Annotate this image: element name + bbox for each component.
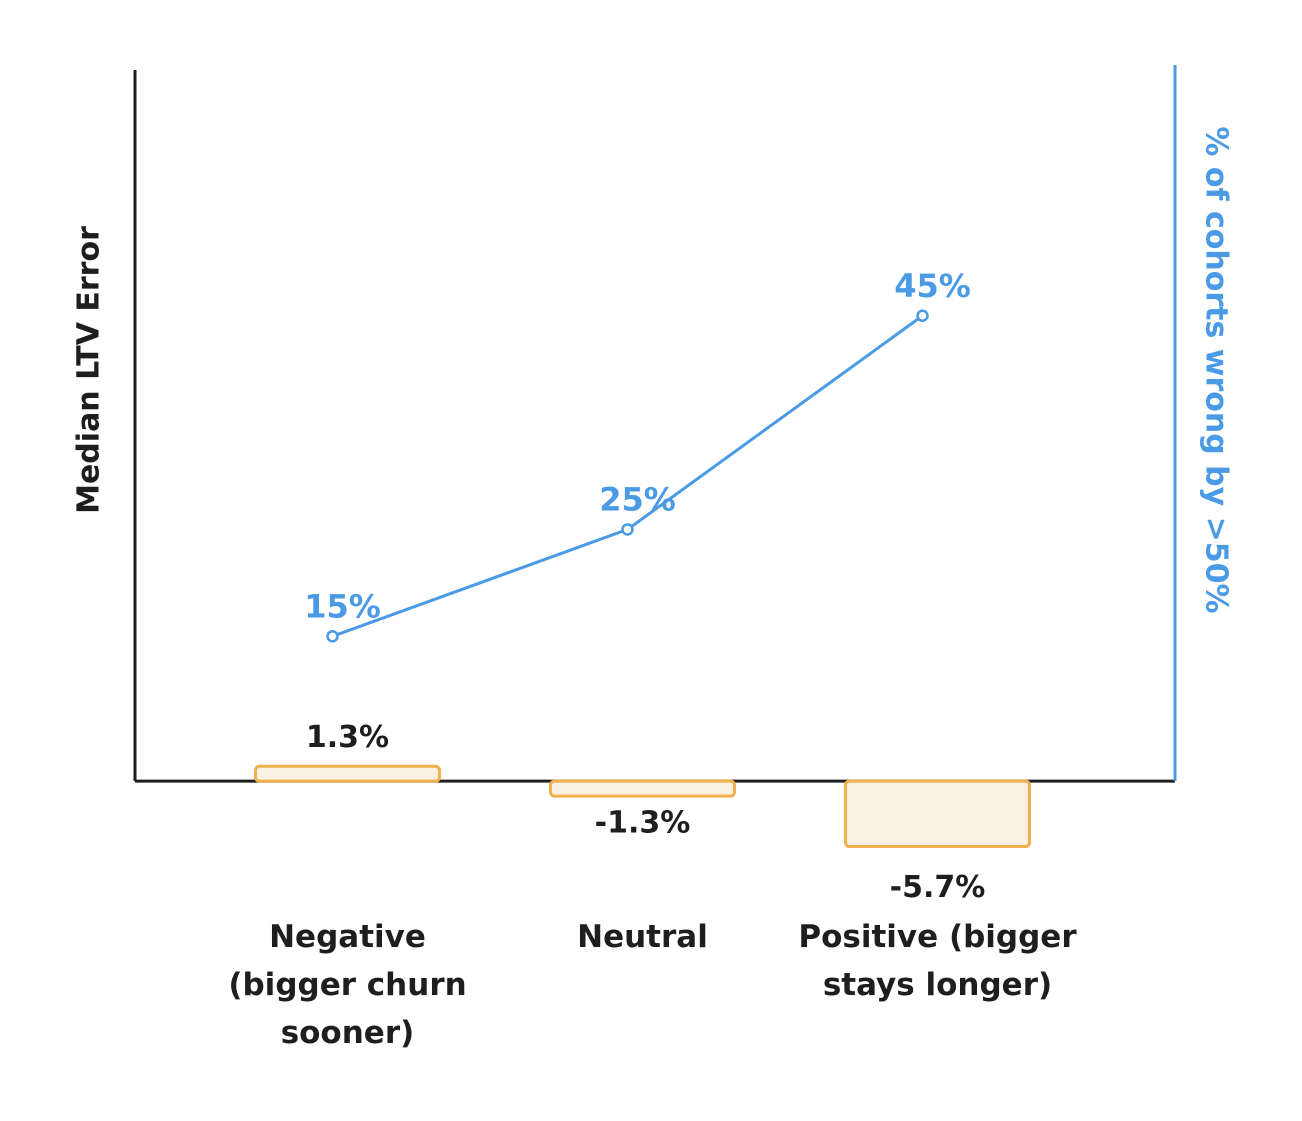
y-axis-label: Median LTV Error [72,226,107,514]
bar [549,779,736,798]
line-value-label: 15% [304,587,381,625]
line [331,314,924,638]
bar [254,764,441,783]
x-tick-label: Neutral [577,919,708,955]
line-value-label: 25% [599,480,676,518]
line-point [326,630,339,643]
line-value-label: 45% [894,267,971,305]
line-point [916,309,929,323]
bar-value-label: 1.3% [306,720,389,755]
line-point [621,523,634,536]
x-tick-label: Negative (bigger churn sooner) [228,919,466,1051]
bar-value-label: -1.3% [595,806,691,841]
y2-axis-label: % of cohorts wrong by >50% [1199,126,1234,613]
bar-value-label: -5.7% [890,870,986,905]
x-tick-label: Positive (bigger stays longer) [798,919,1077,1003]
bar [844,779,1031,849]
